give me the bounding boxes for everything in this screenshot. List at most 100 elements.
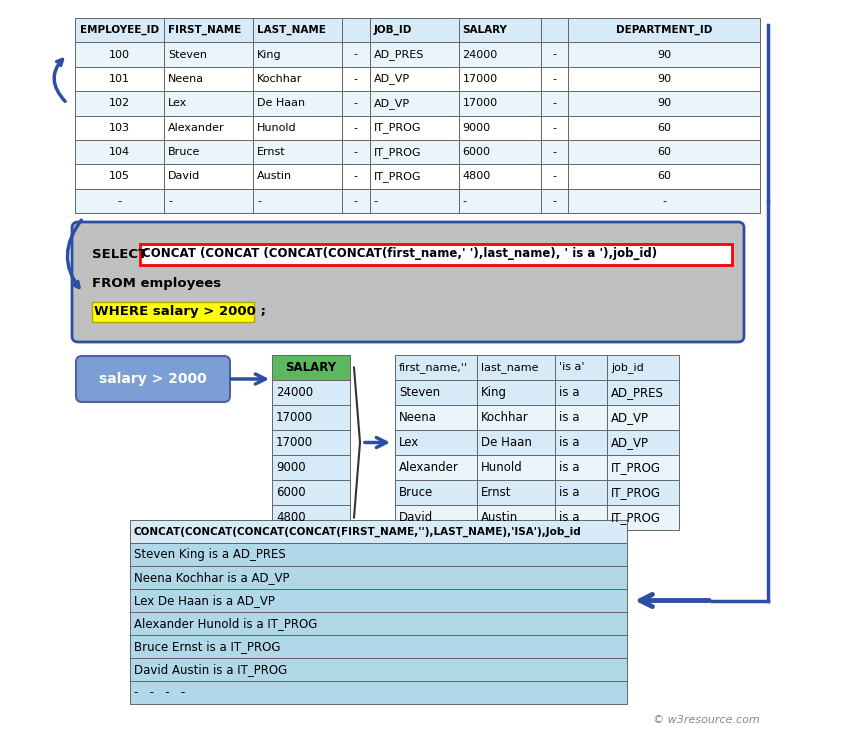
Bar [140, 244, 732, 265]
Text: -: - [354, 98, 358, 109]
Bar [164, 67, 253, 91]
Text: -: - [553, 74, 556, 84]
Text: Lex: Lex [168, 98, 187, 109]
Text: -: - [553, 172, 556, 181]
Text: AD_VP: AD_VP [374, 73, 409, 84]
Bar [607, 380, 679, 405]
Bar [130, 589, 627, 612]
Bar [253, 164, 342, 189]
Text: 103: 103 [109, 123, 130, 133]
Bar [458, 67, 541, 91]
Text: 4800: 4800 [276, 511, 306, 524]
Bar [75, 164, 164, 189]
Text: Lex: Lex [399, 436, 419, 449]
Bar [568, 67, 760, 91]
Text: CONCAT (CONCAT (CONCAT(CONCAT(first_name,' '),last_name), ' is a '),job_id): CONCAT (CONCAT (CONCAT(CONCAT(first_name… [142, 247, 657, 261]
Text: IT_PROG: IT_PROG [611, 511, 661, 524]
Bar [555, 430, 607, 455]
Bar [555, 380, 607, 405]
Bar [130, 635, 627, 658]
Bar [477, 355, 555, 380]
Text: 100: 100 [109, 50, 130, 59]
Bar [164, 91, 253, 115]
Text: last_name: last_name [481, 362, 538, 373]
Bar [477, 455, 555, 480]
Text: salary > 2000: salary > 2000 [99, 372, 207, 386]
Bar [272, 355, 350, 380]
Bar [253, 189, 342, 213]
Text: Neena Kochhar is a AD_VP: Neena Kochhar is a AD_VP [134, 571, 289, 584]
Text: 104: 104 [109, 147, 130, 157]
Bar [607, 480, 679, 505]
Bar [555, 505, 607, 530]
Text: IT_PROG: IT_PROG [374, 123, 421, 133]
Text: -: - [354, 196, 358, 206]
Text: first_name,'': first_name,'' [399, 362, 468, 373]
Text: -: - [662, 196, 666, 206]
Text: 90: 90 [657, 74, 671, 84]
Text: -: - [354, 74, 358, 84]
Bar [370, 115, 458, 140]
Bar [164, 189, 253, 213]
Bar [75, 43, 164, 67]
Text: IT_PROG: IT_PROG [374, 171, 421, 182]
Bar [370, 189, 458, 213]
Bar [272, 455, 350, 480]
Bar [568, 91, 760, 115]
Text: IT_PROG: IT_PROG [611, 461, 661, 474]
Text: -: - [553, 50, 556, 59]
Text: Alexander Hunold is a IT_PROG: Alexander Hunold is a IT_PROG [134, 617, 317, 630]
Bar [130, 612, 627, 635]
Text: AD_PRES: AD_PRES [611, 386, 664, 399]
Text: AD_VP: AD_VP [611, 436, 649, 449]
Bar [164, 18, 253, 43]
Text: 90: 90 [657, 98, 671, 109]
Bar [342, 164, 370, 189]
Bar [75, 189, 164, 213]
Bar [370, 67, 458, 91]
Text: Lex De Haan is a AD_VP: Lex De Haan is a AD_VP [134, 594, 275, 607]
Bar [568, 18, 760, 43]
Bar [568, 140, 760, 164]
Text: WHERE salary > 2000: WHERE salary > 2000 [94, 305, 256, 319]
Text: AD_VP: AD_VP [374, 98, 409, 109]
Text: IT_PROG: IT_PROG [374, 147, 421, 158]
Text: De Haan: De Haan [481, 436, 532, 449]
Text: job_id: job_id [611, 362, 644, 373]
Bar [607, 455, 679, 480]
Bar [607, 405, 679, 430]
Text: Neena: Neena [399, 411, 437, 424]
Bar [75, 91, 164, 115]
Bar [568, 43, 760, 67]
Text: Alexander: Alexander [399, 461, 459, 474]
Text: is a: is a [559, 461, 580, 474]
Bar [272, 380, 350, 405]
Bar [541, 67, 568, 91]
Text: -: - [463, 196, 467, 206]
Text: 'is a': 'is a' [559, 363, 585, 372]
Text: 4800: 4800 [463, 172, 491, 181]
Bar [477, 430, 555, 455]
Text: Kochhar: Kochhar [257, 74, 302, 84]
Text: David Austin is a IT_PROG: David Austin is a IT_PROG [134, 663, 287, 676]
Text: Neena: Neena [168, 74, 204, 84]
Bar [342, 91, 370, 115]
Bar [253, 140, 342, 164]
Text: CONCAT(CONCAT(CONCAT(CONCAT(FIRST_NAME,''),LAST_NAME),'ISA'),Job_id: CONCAT(CONCAT(CONCAT(CONCAT(FIRST_NAME,'… [134, 526, 582, 537]
Text: Bruce: Bruce [399, 486, 433, 499]
Bar [541, 18, 568, 43]
Text: -: - [354, 50, 358, 59]
Bar [253, 91, 342, 115]
Bar [92, 302, 254, 322]
Bar [272, 505, 350, 530]
Bar [607, 505, 679, 530]
Text: Steven: Steven [168, 50, 207, 59]
Bar [164, 140, 253, 164]
Text: Bruce Ernst is a IT_PROG: Bruce Ernst is a IT_PROG [134, 640, 280, 653]
Text: -: - [553, 123, 556, 133]
Text: -: - [257, 196, 261, 206]
Bar [272, 430, 350, 455]
Bar [541, 140, 568, 164]
Bar [568, 164, 760, 189]
Bar [75, 140, 164, 164]
